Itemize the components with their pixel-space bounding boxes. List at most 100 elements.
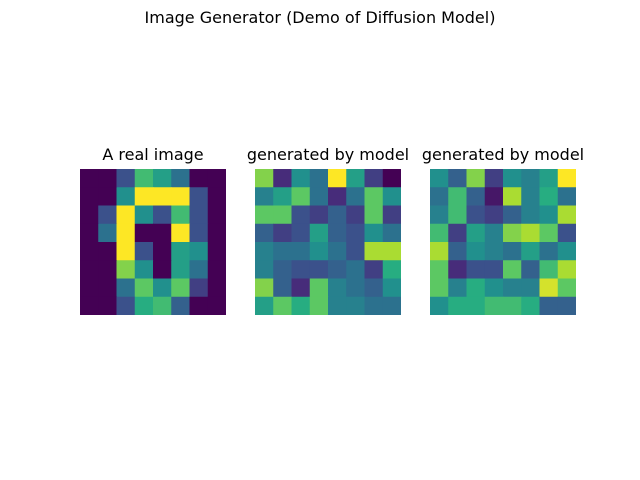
heatmap-cell-r0-c5	[346, 169, 366, 188]
heatmap-cell-r5-c4	[153, 260, 172, 280]
panel-title-generated-2: generated by model	[421, 145, 585, 164]
heatmap-cell-r0-c3	[309, 169, 329, 188]
heatmap-cell-r2-c1	[273, 205, 293, 225]
heatmap-cell-r7-c4	[503, 296, 522, 315]
heatmap-cell-r4-c4	[503, 242, 522, 261]
heatmap-cell-r4-c2	[116, 242, 136, 261]
heatmap-cell-r2-c1	[448, 205, 468, 225]
heatmap-cell-r4-c1	[273, 242, 293, 261]
heatmap-cell-r6-c5	[521, 278, 541, 298]
heatmap-cell-r2-c5	[521, 205, 541, 225]
heatmap-cell-r2-c6	[364, 205, 384, 225]
heatmap-cell-r6-c3	[484, 278, 504, 298]
heatmap-cell-r5-c7	[382, 260, 401, 280]
heatmap-cell-r6-c2	[291, 278, 311, 298]
heatmap-cell-r3-c3	[309, 223, 329, 243]
heatmap-cell-r6-c1	[448, 278, 468, 298]
heatmap-cell-r6-c1	[98, 278, 118, 298]
heatmap-cell-r3-c7	[557, 223, 576, 243]
heatmap-cell-r3-c4	[153, 223, 172, 243]
heatmap-cell-r5-c5	[346, 260, 366, 280]
heatmap-cell-r6-c3	[309, 278, 329, 298]
heatmap-cell-r0-c6	[189, 169, 209, 188]
heatmap-cell-r1-c7	[207, 187, 226, 207]
heatmap-cell-r2-c7	[382, 205, 401, 225]
heatmap-cell-r0-c1	[273, 169, 293, 188]
heatmap-cell-r2-c1	[98, 205, 118, 225]
heatmap-cell-r4-c1	[98, 242, 118, 261]
heatmap-cell-r5-c6	[364, 260, 384, 280]
heatmap-cell-r0-c4	[153, 169, 172, 188]
heatmap-cell-r0-c2	[116, 169, 136, 188]
heatmap-cell-r4-c4	[328, 242, 347, 261]
heatmap-cell-r0-c0	[80, 169, 99, 188]
heatmap-cell-r5-c0	[430, 260, 449, 280]
heatmap-cell-r2-c6	[539, 205, 559, 225]
heatmap-cell-r3-c3	[134, 223, 154, 243]
heatmap-cell-r7-c3	[309, 296, 329, 315]
heatmap-cell-r5-c6	[539, 260, 559, 280]
heatmap-cell-r6-c6	[364, 278, 384, 298]
generated-image-heatmap-1	[255, 169, 401, 315]
heatmap-cell-r3-c6	[539, 223, 559, 243]
heatmap-cell-r5-c3	[134, 260, 154, 280]
heatmap-cell-r6-c2	[116, 278, 136, 298]
heatmap-cell-r3-c5	[171, 223, 191, 243]
heatmap-cell-r4-c5	[521, 242, 541, 261]
heatmap-cell-r2-c2	[116, 205, 136, 225]
heatmap-cell-r1-c7	[382, 187, 401, 207]
heatmap-cell-r0-c7	[557, 169, 576, 188]
heatmap-cell-r2-c4	[328, 205, 347, 225]
heatmap-cell-r5-c1	[98, 260, 118, 280]
heatmap-cell-r0-c7	[382, 169, 401, 188]
heatmap-cell-r2-c5	[171, 205, 191, 225]
heatmap-cell-r4-c7	[207, 242, 226, 261]
heatmap-cell-r0-c4	[503, 169, 522, 188]
heatmap-cell-r1-c4	[503, 187, 522, 207]
heatmap-cell-r2-c7	[207, 205, 226, 225]
heatmap-cell-r2-c0	[430, 205, 449, 225]
heatmap-cell-r1-c0	[80, 187, 99, 207]
heatmap-cell-r4-c3	[309, 242, 329, 261]
heatmap-cell-r2-c7	[557, 205, 576, 225]
heatmap-cell-r6-c3	[134, 278, 154, 298]
heatmap-cell-r5-c2	[116, 260, 136, 280]
heatmap-cell-r0-c7	[207, 169, 226, 188]
heatmap-cell-r4-c0	[80, 242, 99, 261]
heatmap-cell-r4-c5	[171, 242, 191, 261]
heatmap-cell-r7-c2	[291, 296, 311, 315]
heatmap-cell-r1-c2	[291, 187, 311, 207]
heatmap-cell-r4-c0	[430, 242, 449, 261]
heatmap-cell-r4-c6	[539, 242, 559, 261]
heatmap-cell-r5-c7	[557, 260, 576, 280]
heatmap-cell-r3-c6	[364, 223, 384, 243]
heatmap-cell-r0-c1	[98, 169, 118, 188]
heatmap-cell-r3-c2	[291, 223, 311, 243]
heatmap-cell-r6-c6	[539, 278, 559, 298]
heatmap-cell-r3-c7	[207, 223, 226, 243]
heatmap-cell-r3-c2	[116, 223, 136, 243]
heatmap-cell-r2-c6	[189, 205, 209, 225]
heatmap-cell-r4-c2	[291, 242, 311, 261]
heatmap-cell-r0-c3	[134, 169, 154, 188]
heatmap-cell-r4-c6	[364, 242, 384, 261]
panel-title-real-image: A real image	[102, 145, 204, 164]
heatmap-cell-r5-c1	[273, 260, 293, 280]
heatmap-cell-r6-c0	[255, 278, 274, 298]
heatmap-cell-r3-c5	[346, 223, 366, 243]
heatmap-cell-r4-c0	[255, 242, 274, 261]
heatmap-cell-r4-c7	[382, 242, 401, 261]
heatmap-cell-r2-c4	[503, 205, 522, 225]
heatmap-cell-r6-c0	[80, 278, 99, 298]
heatmap-cell-r2-c3	[134, 205, 154, 225]
heatmap-cell-r3-c0	[430, 223, 449, 243]
panel-title-generated-1: generated by model	[246, 145, 410, 164]
real-image-heatmap-svg	[80, 169, 226, 315]
heatmap-cell-r1-c3	[309, 187, 329, 207]
heatmap-cell-r3-c1	[448, 223, 468, 243]
generated-image-heatmap-2	[430, 169, 576, 315]
heatmap-cell-r1-c2	[466, 187, 486, 207]
heatmap-cell-r5-c7	[207, 260, 226, 280]
heatmap-cell-r3-c6	[189, 223, 209, 243]
heatmap-cell-r4-c7	[557, 242, 576, 261]
